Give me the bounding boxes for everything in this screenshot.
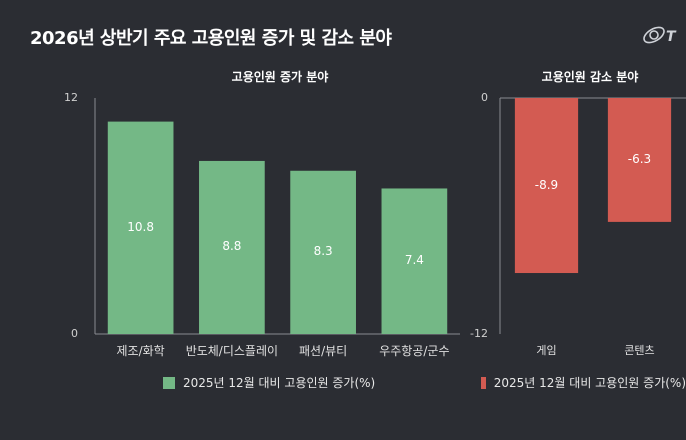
category-label: 게임 xyxy=(536,344,557,357)
svg-text:T: T xyxy=(666,29,677,45)
increase-legend-label: 2025년 12월 대비 고용인원 증가(%) xyxy=(183,376,376,390)
increase-legend-swatch xyxy=(163,376,175,389)
decrease-panel-title: 고용인원 감소 분야 xyxy=(541,70,639,84)
category-label: 제조/화학 xyxy=(116,344,165,358)
increase-ytick-min: 0 xyxy=(71,327,78,340)
bar-패션/뷰티[interactable] xyxy=(290,170,356,334)
category-label: 반도체/디스플레이 xyxy=(185,344,279,358)
bar-value-label: 7.4 xyxy=(404,253,424,268)
bar-반도체/디스플레이[interactable] xyxy=(199,160,265,334)
satellite-logo-icon: T xyxy=(643,26,677,45)
decrease-legend-label: 2025년 12월 대비 고용인원 증가(%) xyxy=(493,376,686,390)
decrease-ytick-min: -12 xyxy=(470,327,488,340)
bar-value-label: 8.8 xyxy=(222,239,242,254)
category-label: 콘텐츠 xyxy=(624,344,655,357)
bar-value-label: 8.3 xyxy=(313,244,333,259)
category-label: 패션/뷰티 xyxy=(299,344,348,358)
bar-게임[interactable] xyxy=(514,98,579,274)
bar-value-label: -8.9 xyxy=(534,177,559,192)
bar-우주항공/군수[interactable] xyxy=(381,188,448,334)
bar-콘텐츠[interactable] xyxy=(607,98,672,222)
bar-value-label: 10.8 xyxy=(127,219,154,234)
increase-ytick-max: 12 xyxy=(64,91,78,104)
chart-title: 2026년 상반기 주요 고용인원 증가 및 감소 분야 xyxy=(30,28,392,49)
bar-제조/화학[interactable] xyxy=(107,121,174,334)
decrease-legend: 2025년 12월 대비 고용인원 증가(%) xyxy=(481,374,686,391)
category-label: 우주항공/군수 xyxy=(379,344,450,358)
decrease-ytick-max: 0 xyxy=(481,91,488,104)
increase-panel-title: 고용인원 증가 분야 xyxy=(231,70,329,84)
decrease-legend-swatch xyxy=(481,376,486,389)
increase-legend: 2025년 12월 대비 고용인원 증가(%) xyxy=(163,374,375,391)
bar-value-label: -6.3 xyxy=(627,151,652,166)
